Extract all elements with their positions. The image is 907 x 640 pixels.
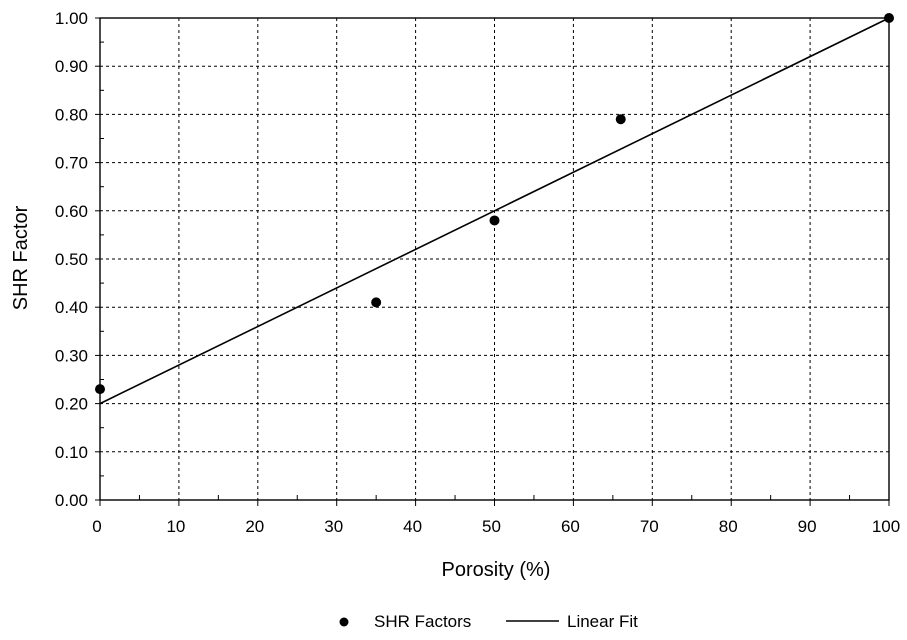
x-tick-label: 40 [403,517,422,536]
y-tick-label: 1.00 [55,9,88,28]
x-tick-label: 30 [324,517,343,536]
axes [95,17,890,506]
data-point [884,13,894,23]
x-tick-labels: 0 10 20 30 40 50 60 70 80 90 100 [92,517,900,536]
data-point [371,297,382,308]
y-axis-title: SHR Factor [10,205,32,310]
legend-label-shr-factors: SHR Factors [374,612,471,631]
y-tick-label: 0.30 [55,346,88,365]
data-point [615,114,626,125]
legend-label-linear-fit: Linear Fit [567,612,638,631]
x-axis-title: Porosity (%) [442,559,551,581]
y-tick-label: 0.90 [55,57,88,76]
y-tick-label: 0.20 [55,395,88,414]
y-tick-label: 0.80 [55,105,88,124]
x-tick-label: 100 [872,517,900,536]
legend-marker-shr-factors [339,617,349,627]
y-tick-label: 0.70 [55,154,88,173]
y-tick-label: 0.40 [55,298,88,317]
y-tick-label: 0.00 [55,491,88,510]
linear-fit-line [99,17,890,405]
y-tick-label: 0.50 [55,250,88,269]
y-tick-label: 0.60 [55,202,88,221]
legend: SHR Factors Linear Fit [339,612,638,631]
x-tick-label: 90 [798,517,817,536]
x-tick-label: 60 [561,517,580,536]
x-tick-label: 50 [482,517,501,536]
x-tick-label: 80 [719,517,738,536]
series [95,13,894,405]
x-tick-label: 20 [245,517,264,536]
y-tick-label: 0.10 [55,443,88,462]
x-tick-label: 10 [166,517,185,536]
x-tick-label: 70 [640,517,659,536]
x-tick-label: 0 [92,517,101,536]
data-point [95,384,105,395]
y-tick-labels: 0.00 0.10 0.20 0.30 0.40 0.50 0.60 0.70 0.80 0.90… [55,9,88,510]
data-point [489,215,500,226]
grid [100,18,889,500]
